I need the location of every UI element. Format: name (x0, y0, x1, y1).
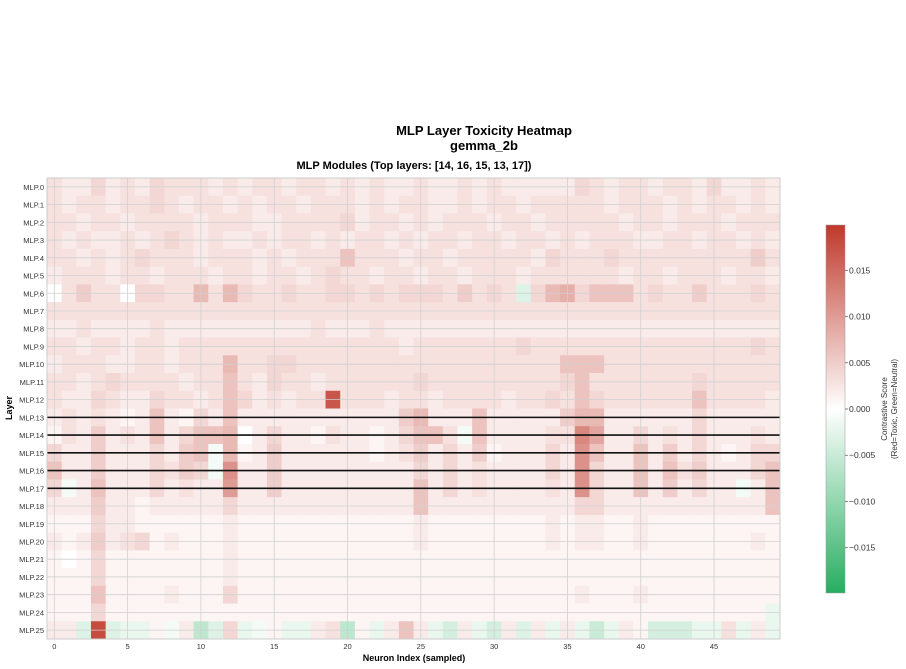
y-tick-label: MLP.19 (19, 520, 44, 529)
x-tick-label: 20 (343, 642, 351, 651)
x-tick-labels: 0 5 10 15 20 25 30 35 40 45 (52, 642, 718, 651)
y-tick-label: MLP.17 (19, 484, 44, 493)
y-tick-label: MLP.2 (23, 218, 44, 227)
y-tick-label: MLP.1 (23, 201, 44, 210)
x-tick-label: 5 (126, 642, 130, 651)
y-tick-label: MLP.21 (19, 555, 44, 564)
colorbar-tick-label: −0.015 (849, 543, 876, 553)
y-tick-label: MLP.3 (23, 236, 44, 245)
colorbar-label: Contrastive Score (880, 377, 889, 441)
colorbar-tick-label: −0.010 (849, 496, 876, 506)
figure-subtitle: gemma_2b (450, 138, 518, 153)
y-tick-label: MLP.24 (19, 608, 44, 617)
colorbar-ticks: 0.015 0.010 0.005 0.000 −0.005 −0.010 −0.015 (845, 265, 876, 553)
y-tick-label: MLP.14 (19, 431, 44, 440)
figure-title: MLP Layer Toxicity Heatmap (396, 123, 572, 138)
y-tick-label: MLP.12 (19, 396, 44, 405)
chart-title: MLP Modules (Top layers: [14, 16, 15, 13… (297, 160, 532, 172)
heatmap-cells (47, 178, 781, 640)
y-tick-label: MLP.5 (23, 272, 44, 281)
x-tick-label: 25 (417, 642, 425, 651)
colorbar (825, 224, 846, 594)
colorbar-tick-label: −0.005 (849, 450, 876, 460)
y-tick-label: MLP.4 (23, 254, 44, 263)
y-tick-label: MLP.25 (19, 626, 44, 635)
y-tick-label: MLP.11 (20, 378, 44, 387)
y-tick-label: MLP.15 (19, 449, 44, 458)
y-tick-label: MLP.20 (19, 537, 44, 546)
y-tick-label: MLP.13 (19, 413, 44, 422)
x-tick-label: 40 (637, 642, 645, 651)
y-tick-label: MLP.0 (23, 183, 44, 192)
x-tick-label: 0 (52, 642, 56, 651)
highlight-lines (47, 416, 780, 490)
colorbar-tick-label: 0.005 (849, 358, 871, 368)
y-tick-label: MLP.18 (19, 502, 44, 511)
x-tick-label: 45 (710, 642, 718, 651)
y-tick-label: MLP.7 (23, 307, 44, 316)
x-tick-label: 35 (563, 642, 571, 651)
colorbar-label-detail: (Red=Toxic, Green=Neutral) (890, 359, 899, 459)
y-tick-label: MLP.10 (19, 360, 44, 369)
colorbar-tick-label: 0.015 (849, 265, 871, 275)
x-axis-label: Neuron Index (sampled) (363, 653, 466, 663)
y-axis-label: Layer (4, 396, 14, 421)
y-tick-labels: MLP.0 MLP.1 MLP.2 MLP.3 MLP.4 MLP.5 MLP.6 MLP.7… (19, 183, 44, 635)
x-tick-label: 15 (270, 642, 278, 651)
colorbar-tick-label: 0.010 (849, 312, 871, 322)
y-tick-label: MLP.23 (19, 591, 44, 600)
x-tick-label: 10 (197, 642, 205, 651)
y-tick-label: MLP.8 (23, 325, 44, 334)
colorbar-tick-label: 0.000 (849, 404, 871, 414)
y-tick-label: MLP.22 (19, 573, 44, 582)
plot-frame (46, 177, 781, 640)
y-tick-label: MLP.16 (19, 467, 44, 476)
y-tick-label: MLP.6 (23, 289, 44, 298)
y-tick-label: MLP.9 (23, 342, 44, 351)
x-tick-label: 30 (490, 642, 498, 651)
